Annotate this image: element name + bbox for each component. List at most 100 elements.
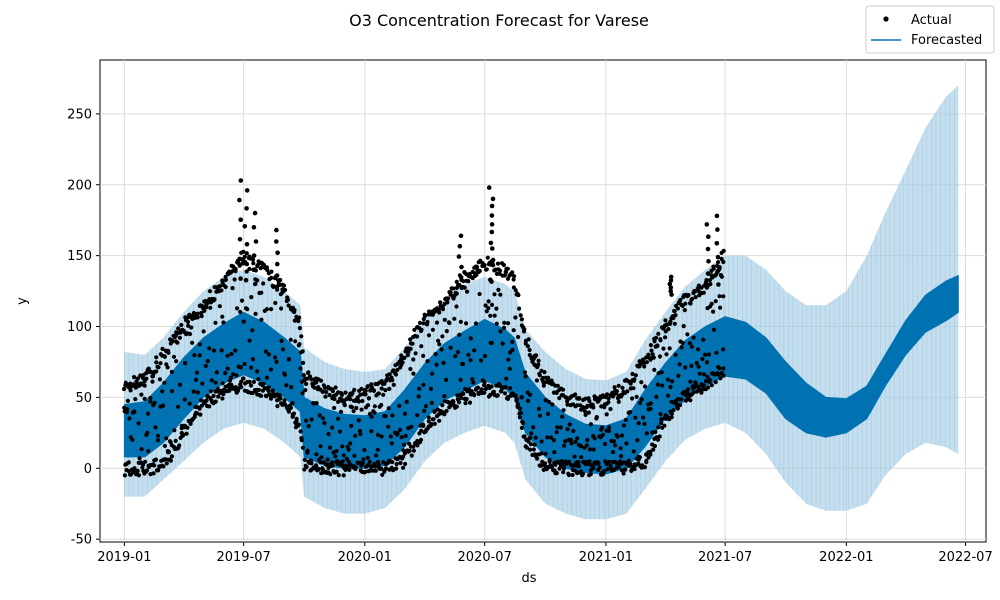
actual-point-17 [127,416,132,421]
actual-point-305 [221,320,226,325]
actual-point-1550 [631,449,636,454]
actual-point-922 [425,319,430,325]
actual-point-1616 [654,335,659,340]
actual-point-1553 [633,415,638,420]
actual-peak-9-5 [669,292,674,297]
actual-point-407 [255,369,260,374]
actual-point-1153 [501,262,506,268]
actual-point-684 [347,467,352,472]
actual-point-1638 [662,423,667,428]
actual-point-1612 [652,339,657,344]
actual-point-290 [217,304,222,309]
actual-point-107 [155,438,161,443]
actual-point-137 [166,449,172,454]
actual-point-1767 [703,379,709,384]
actual-point-1298 [548,435,554,440]
actual-point-1169 [506,357,511,362]
actual-point-527 [294,416,299,421]
actual-point-944 [432,409,437,414]
actual-point-647 [334,448,339,454]
actual-point-1358 [568,437,574,442]
actual-point-968 [440,334,445,339]
actual-point-1620 [655,437,661,442]
actual-peak-4-2 [489,222,495,227]
actual-point-1675 [673,313,678,318]
actual-point-1202 [517,406,523,411]
actual-point-1228 [526,337,531,342]
actual-point-982 [445,300,450,305]
actual-point-1318 [555,383,560,388]
actual-point-1819 [721,248,726,253]
actual-peak-9-3 [668,285,674,290]
actual-point-1163 [504,376,509,381]
y-tick-label-0: -50 [71,533,92,548]
actual-point-978 [444,408,449,414]
actual-point-476 [279,306,284,311]
actual-point-1324 [557,396,562,401]
actual-point-1235 [528,435,533,440]
actual-point-516 [291,411,297,416]
y-tick-label-2: 50 [75,391,92,406]
actual-point-599 [318,444,323,449]
chart-title: O3 Concentration Forecast for Varese [349,11,649,30]
actual-point-1010 [454,304,459,309]
actual-point-1134 [495,393,500,398]
actual-point-487 [281,283,287,288]
actual-point-1613 [652,367,657,372]
actual-point-665 [340,444,345,449]
x-tick-label-1: 2019-07 [216,550,270,565]
actual-point-437 [264,375,270,380]
actual-point-899 [417,386,422,391]
actual-point-570 [309,461,314,466]
actual-point-563 [306,424,311,429]
actual-point-1065 [472,393,477,398]
actual-point-1314 [554,471,559,476]
actual-point-883 [412,327,417,332]
actual-point-1703 [682,308,687,313]
actual-point-90 [151,471,156,476]
actual-point-907 [421,321,426,326]
actual-peak-4-0 [486,185,492,190]
actual-point-746 [366,396,371,401]
actual-point-1266 [538,463,544,468]
actual-point-1088 [479,387,484,392]
actual-point-465 [275,404,280,409]
actual-point-1587 [644,460,649,465]
actual-point-258 [207,404,212,409]
actual-point-448 [269,269,274,274]
actual-point-1181 [510,347,515,352]
actual-point-705 [353,465,358,470]
actual-point-215 [192,353,197,358]
actual-point-1655 [665,377,671,382]
actual-point-1566 [637,455,643,460]
actual-point-97 [154,360,159,365]
actual-point-1262 [536,406,542,411]
actual-point-776 [377,463,382,468]
actual-point-1406 [584,443,590,448]
actual-point-616 [324,389,329,395]
actual-point-1008 [454,404,459,409]
actual-point-295 [219,288,224,293]
actual-point-995 [448,290,453,295]
actual-point-340 [233,266,238,271]
actual-point-1600 [648,343,654,348]
actual-point-1340 [563,439,568,444]
actual-point-855 [403,461,408,467]
actual-point-1046 [466,352,471,357]
actual-point-760 [371,388,376,393]
actual-point-1029 [461,391,466,396]
actual-point-961 [438,300,443,305]
actual-point-754 [369,385,374,390]
actual-point-1632 [659,417,664,422]
plot-area [99,59,987,543]
actual-point-101 [154,369,159,374]
actual-peak-7-0 [714,213,720,219]
actual-point-354 [239,379,244,384]
actual-point-395 [250,357,256,362]
actual-point-233 [197,342,202,347]
actual-point-1380 [576,460,581,465]
actual-point-95 [152,400,157,405]
actual-peak-5-3 [490,246,495,251]
actual-point-119 [161,403,166,408]
actual-point-1353 [567,459,572,464]
